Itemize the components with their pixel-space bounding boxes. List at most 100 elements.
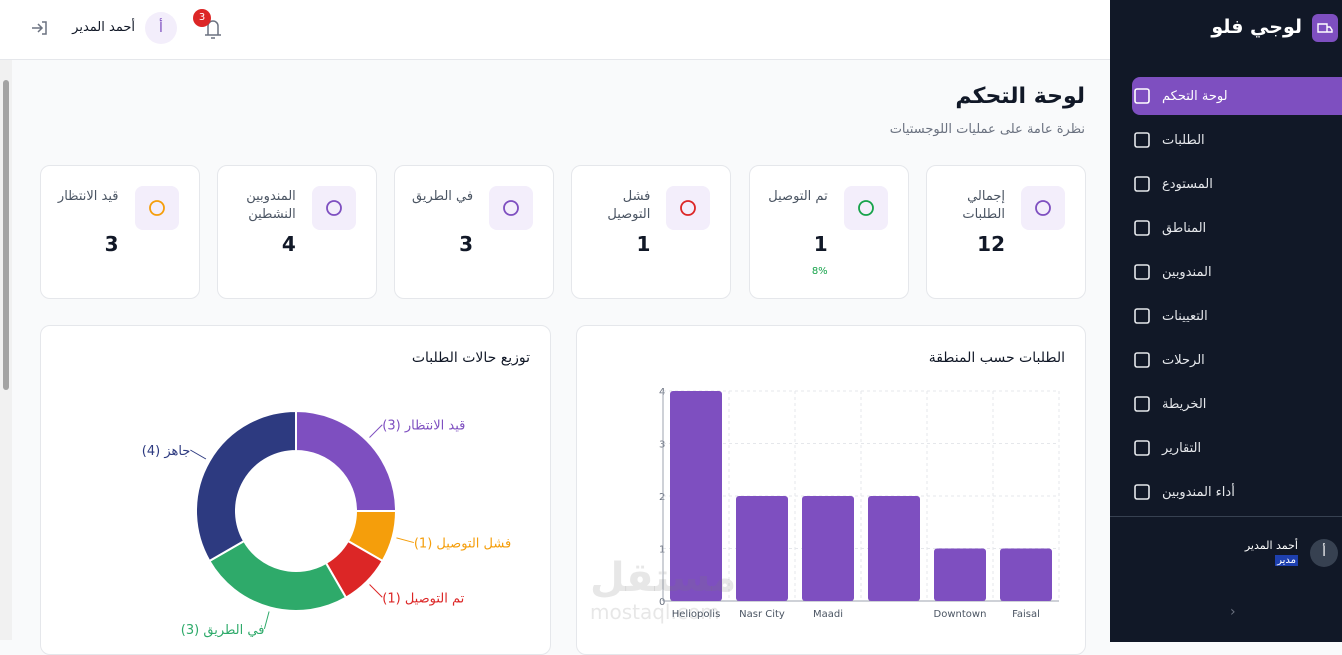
stat-icon [311,186,356,230]
stat-icon [843,186,888,230]
stat-label: فشل التوصيل [607,189,651,222]
sidebar-avatar: أ [1310,539,1338,567]
stat-icon [134,186,179,230]
divider [1110,516,1342,517]
leader-line [263,611,270,629]
leader-line [190,449,207,460]
header: 3 أ أحمد المدير [0,0,1110,60]
nav-icon [1132,86,1152,106]
bell[interactable] [200,14,226,42]
nav-icon [1132,262,1152,282]
avatar[interactable]: أ [145,12,177,44]
slice-label: قيد الانتظار (3) [382,419,465,434]
x-tick-label: Faisal [1012,609,1040,620]
nav-label: لوحة التحكم [1162,88,1228,104]
nav-item[interactable]: المستودع [1132,165,1342,203]
bar-panel: الطلبات حسب المنطقة 0 1 2 3 4 Heliopolis Nasr … [576,325,1086,655]
nav-item[interactable]: المناطق [1132,209,1342,247]
x-tick-label: Downtown [934,609,987,620]
nav-label: المندوبين [1162,264,1212,280]
notif-badge: 3 [193,9,211,27]
nav-label: المستودع [1162,176,1213,192]
stat-icon [489,186,534,230]
bar [736,496,788,601]
x-tick-label: Heliopolis [672,609,721,620]
stat-value: 4 [281,232,296,256]
nav-icon [1132,306,1152,326]
sidebar: لوجي فلو لوحة التحكم الطلبات المستودع المنا… [1110,0,1342,642]
stat-icon [1021,186,1065,230]
watermark: mostaql.com [590,600,720,624]
donut-slice [195,409,297,563]
stat-label: المندوبين النشطين [246,189,296,222]
stat-card: فشل التوصيل 1 [571,165,732,299]
nav-item[interactable]: التقارير [1132,429,1342,467]
brand: لوجي فلو [1211,16,1302,38]
stat-label: قيد الانتظار [57,189,119,204]
y-tick-label: 0 [659,597,665,608]
stat-card: في الطريق 3 [394,165,555,299]
nav-icon [1132,174,1152,194]
nav-item[interactable]: أداء المندوبين [1132,473,1342,511]
nav-label: التقارير [1162,440,1202,456]
x-tick-label: Maadi [813,609,843,620]
nav-item[interactable]: لوحة التحكم [1132,77,1342,115]
y-tick-label: 3 [659,440,665,451]
slice-label: جاهز (4) [142,444,191,459]
nav-label: التعيينات [1162,308,1208,324]
x-tick-label: Nasr City [739,609,785,620]
donut-chart: قيد الانتظار (3) فشل التوصيل (1) تم التوصي… [142,409,511,638]
nav-icon [1132,482,1152,502]
scrollbar-left[interactable] [0,60,12,640]
slice-label: تم التوصيل (1) [382,591,464,606]
bar-chart: 0 1 2 3 4 Heliopolis Nasr City Maadi Downtown Fai… [659,387,1060,620]
bar [934,548,986,601]
stat-value: 1 [813,232,828,256]
slice-label: فشل التوصيل (1) [414,537,511,552]
nav-item[interactable]: التعيينات [1132,297,1342,335]
stat-icon [666,186,711,230]
stat-card: تم التوصيل 1 8% [748,165,909,299]
nav-icon [1132,438,1152,458]
nav-label: الخريطة [1162,396,1207,412]
pie-panel: توزيع حالات الطلبات قيد الانتظار (3) فشل … [40,325,551,655]
stat-card: إجمالي الطلبات 12 [926,165,1086,299]
page-subtitle: نظرة عامة على عمليات اللوجستيات [889,122,1085,137]
stat-label: تم التوصيل [768,189,828,204]
leader-line [396,537,414,544]
leader-line [369,424,383,438]
logout[interactable] [30,18,50,38]
bar [670,391,722,601]
stat-value: 12 [977,232,1005,256]
bar [802,496,854,601]
watermark: مستقل [590,555,737,601]
donut-slice [208,539,348,612]
stat-value: 1 [636,232,651,256]
stat-value: 3 [104,232,119,256]
y-tick-label: 4 [659,387,665,398]
stat-card: قيد الانتظار 3 [39,165,200,299]
leader-line [369,584,383,598]
slice-label: في الطريق (3) [181,623,265,638]
nav-item[interactable]: المندوبين [1132,253,1342,291]
nav-label: الطلبات [1162,132,1205,148]
nav-item[interactable]: الرحلات [1132,341,1342,379]
page-title: لوحة التحكم [955,84,1085,109]
nav-label: المناطق [1162,220,1207,236]
nav-icon [1132,394,1152,414]
nav-item[interactable]: الخريطة [1132,385,1342,423]
y-tick-label: 1 [659,545,665,556]
sidebar-user: أحمد المدير [1244,539,1298,552]
stat-card: المندوبين النشطين 4 [216,165,377,299]
bar [1000,548,1052,601]
nav-icon [1132,130,1152,150]
nav-icon [1132,350,1152,370]
nav-label: أداء المندوبين [1162,484,1235,500]
collapse[interactable]: ‹ [1230,604,1236,620]
bar [868,496,920,601]
nav-icon [1132,218,1152,238]
nav-item[interactable]: الطلبات [1132,121,1342,159]
logo-icon [1312,14,1338,42]
stat-value: 3 [459,232,474,256]
